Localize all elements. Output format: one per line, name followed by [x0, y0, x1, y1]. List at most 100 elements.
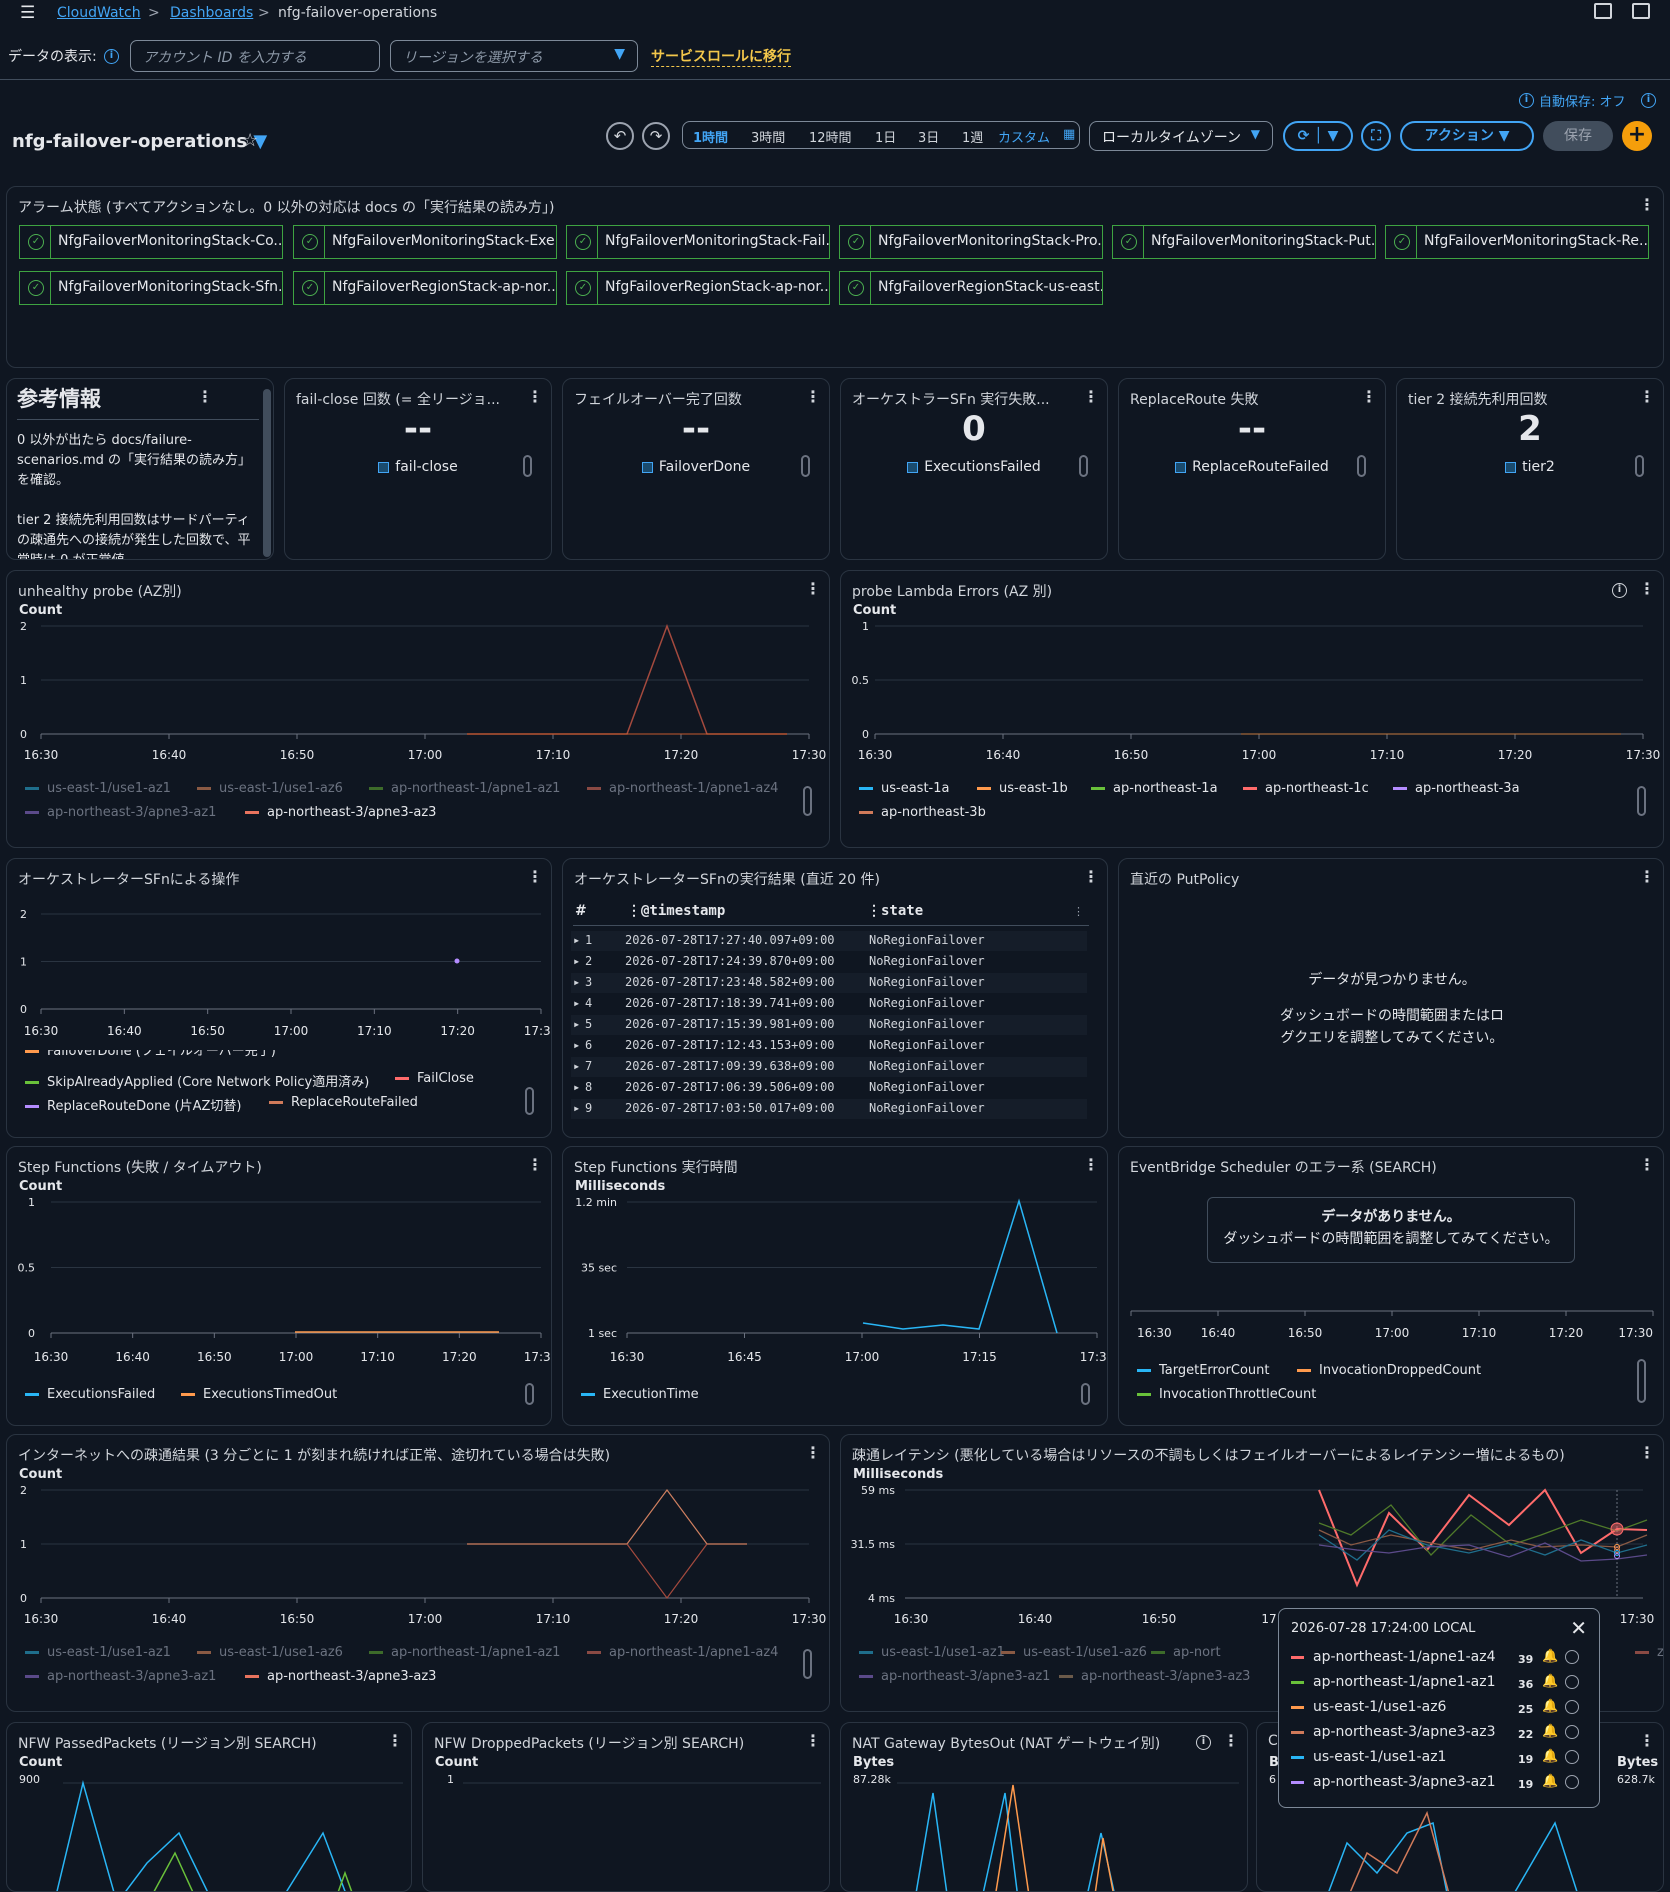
close-icon[interactable]: ✕	[1570, 1616, 1587, 1640]
account-id-input[interactable]: アカウント ID を入力する	[130, 40, 380, 72]
series-line-apne1-az4[interactable]	[1318, 1488, 1648, 1588]
legend-item[interactable]: us-east-1/use1-az6	[197, 781, 343, 796]
series-line[interactable]	[991, 1784, 1033, 1892]
more-vertical-icon[interactable]: ⋮	[1639, 195, 1655, 214]
legend-scrollbar[interactable]	[1357, 455, 1366, 477]
series-line[interactable]	[911, 1792, 1121, 1892]
hover-point[interactable]	[1614, 1544, 1620, 1550]
nfw-passed-packets-chart[interactable]	[7, 1723, 412, 1892]
expand-row-icon[interactable]: ▸	[573, 1080, 581, 1094]
info-icon[interactable]: i	[104, 49, 119, 64]
time-3h[interactable]: 3時間	[751, 131, 786, 146]
alarm-bell-icon[interactable]: 🔔	[1542, 1674, 1559, 1689]
alarm-status-item[interactable]: ✓ NfgFailoverMonitoringStack-Co...	[19, 225, 283, 259]
scrollbar[interactable]	[263, 389, 271, 557]
menu-icon[interactable]: ☰	[20, 3, 36, 23]
legend-item[interactable]: ap-northeast-1c	[1243, 781, 1369, 796]
legend-item[interactable]: ap-northeast-1/apne1-az4	[587, 1645, 778, 1660]
series-line-apne3-az1[interactable]	[1318, 1542, 1648, 1562]
expand-row-icon[interactable]: ▸	[573, 1101, 581, 1115]
expand-row-icon[interactable]: ▸	[573, 996, 581, 1010]
time-1h[interactable]: 1時間	[693, 131, 729, 146]
timezone-select[interactable]: ローカルタイムゾーン ▼	[1089, 121, 1273, 151]
legend-item[interactable]: ap-northeast-3b	[859, 805, 986, 820]
series-line[interactable]	[1337, 1810, 1457, 1892]
table-row[interactable]: ▸ 8 2026-07-28T17:06:39.506+09:00 NoRegi…	[571, 1078, 1087, 1098]
legend-scrollbar[interactable]	[525, 1383, 534, 1405]
legend-item[interactable]: us-east-1/use1-az6	[197, 1645, 343, 1660]
eventbridge-scheduler-chart[interactable]: 16:30 16:40 16:50 17:00 17:10 17:20 17:30	[1119, 1147, 1664, 1426]
more-vertical-icon[interactable]: ⋮	[197, 387, 213, 406]
time-3d[interactable]: 3日	[918, 131, 940, 146]
table-row[interactable]: ▸ 4 2026-07-28T17:18:39.741+09:00 NoRegi…	[571, 994, 1087, 1014]
legend-item[interactable]: ap-northeast-3/apne3-az1	[859, 1669, 1050, 1684]
more-vertical-icon[interactable]: ⋮	[1083, 387, 1099, 406]
expand-row-icon[interactable]: ▸	[573, 933, 581, 947]
legend-scrollbar[interactable]	[523, 455, 532, 477]
legend-item[interactable]: ap-northeast-1/apne1-az1	[369, 781, 560, 796]
legend-item[interactable]: ReplaceRouteDone (片AZ切替)	[25, 1095, 241, 1114]
legend-item[interactable]: us-east-1b	[977, 781, 1068, 796]
save-button[interactable]: 保存	[1543, 121, 1613, 151]
more-vertical-icon[interactable]: ⋮	[527, 867, 543, 886]
series-line[interactable]	[1317, 1821, 1587, 1892]
expand-row-icon[interactable]: ▸	[573, 1038, 581, 1052]
legend-item[interactable]: InvocationThrottleCount	[1137, 1387, 1316, 1402]
redo-icon[interactable]: ↷	[642, 122, 670, 150]
table-row[interactable]: ▸ 7 2026-07-28T17:09:39.638+09:00 NoRegi…	[571, 1057, 1087, 1077]
legend-item[interactable]: us-east-1/use1-az1	[859, 1645, 1005, 1660]
table-row[interactable]: ▸ 1 2026-07-28T17:27:40.097+09:00 NoRegi…	[571, 931, 1087, 951]
alarm-status-item[interactable]: ✓ NfgFailoverMonitoringStack-Put...	[1112, 225, 1376, 259]
calendar-icon[interactable]: ▦	[1063, 127, 1076, 142]
more-vertical-icon[interactable]: ⋮	[805, 579, 821, 598]
legend-scrollbar[interactable]	[1637, 786, 1646, 816]
compass-icon[interactable]	[1565, 1725, 1579, 1739]
hover-point[interactable]	[1610, 1522, 1624, 1536]
legend-item[interactable]: ReplaceRouteFailed	[269, 1095, 418, 1110]
series-line-execution-time[interactable]	[862, 1198, 1058, 1334]
alarm-bell-icon[interactable]: 🔔	[1542, 1774, 1559, 1789]
column-resize-icon[interactable]: ⋮	[1073, 905, 1084, 918]
legend-item[interactable]: ap-northeast-3/apne3-az3	[245, 805, 436, 820]
series-line-success[interactable]	[467, 1488, 747, 1545]
legend-scrollbar[interactable]	[1637, 1359, 1646, 1403]
favorite-star-icon[interactable]: ☆	[242, 130, 259, 151]
nfw-dropped-packets-chart[interactable]	[423, 1723, 830, 1892]
more-vertical-icon[interactable]: ⋮	[1639, 1443, 1655, 1462]
legend-scrollbar[interactable]	[1635, 455, 1644, 477]
series-line[interactable]	[47, 1780, 357, 1892]
probe-lambda-errors-chart[interactable]: 1 0.5 0 16:30 16:40 16:50 17:00 17:10 17:20 17:30	[841, 571, 1664, 848]
legend-item[interactable]: us-east-1/use1-az1	[25, 781, 171, 796]
autosave-toggle[interactable]: 自動保存: オフ	[1539, 95, 1626, 110]
more-vertical-icon[interactable]: ⋮	[1639, 387, 1655, 406]
unhealthy-probe-chart[interactable]: 2 1 0 16:30 16:40 16:50 17:00 17:10 17:20 17:30	[7, 571, 830, 848]
table-row[interactable]: ▸ 6 2026-07-28T17:12:43.153+09:00 NoRegi…	[571, 1036, 1087, 1056]
refresh-button[interactable]: ⟳ │ ▼	[1283, 121, 1353, 151]
service-role-migrate-link[interactable]: サービスロールに移行	[651, 46, 791, 67]
more-vertical-icon[interactable]: ⋮	[1223, 1731, 1239, 1750]
legend-item[interactable]: ap-northeast-1/apne1-az1	[369, 1645, 560, 1660]
alarm-status-item[interactable]: ✓ NfgFailoverMonitoringStack-Exe...	[293, 225, 557, 259]
series-line-apne1-az1[interactable]	[1318, 1504, 1648, 1556]
hover-point[interactable]	[1614, 1550, 1620, 1556]
alarm-status-item[interactable]: ✓ NfgFailoverRegionStack-us-east...	[839, 271, 1103, 305]
breadcrumb-dashboards[interactable]: Dashboards	[170, 5, 254, 21]
compass-icon[interactable]	[1565, 1675, 1579, 1689]
alarm-bell-icon[interactable]: 🔔	[1542, 1649, 1559, 1664]
more-vertical-icon[interactable]: ⋮	[1083, 867, 1099, 886]
column-header-state[interactable]: ⋮state	[867, 903, 924, 919]
legend-item[interactable]: SkipAlreadyApplied (Core Network Policy適…	[25, 1071, 369, 1090]
hover-point[interactable]	[1614, 1553, 1620, 1559]
alarm-status-item[interactable]: ✓ NfgFailoverMonitoringStack-Pro...	[839, 225, 1103, 259]
alarm-status-item[interactable]: ✓ NfgFailoverMonitoringStack-Re...	[1385, 225, 1649, 259]
undo-icon[interactable]: ↶	[606, 122, 634, 150]
legend-item[interactable]: ap-northeast-1a	[1091, 781, 1218, 796]
legend-item[interactable]: us-east-1a	[859, 781, 949, 796]
actions-dropdown[interactable]: アクション ▼	[1400, 121, 1534, 151]
info-icon[interactable]: i	[1641, 93, 1656, 108]
legend-item[interactable]: ap-northeast-3/apne3-az3	[245, 1669, 436, 1684]
more-vertical-icon[interactable]: ⋮	[1639, 867, 1655, 886]
more-vertical-icon[interactable]: ⋮	[1639, 1731, 1655, 1750]
more-vertical-icon[interactable]: ⋮	[805, 387, 821, 406]
legend-scrollbar[interactable]	[525, 1087, 534, 1115]
